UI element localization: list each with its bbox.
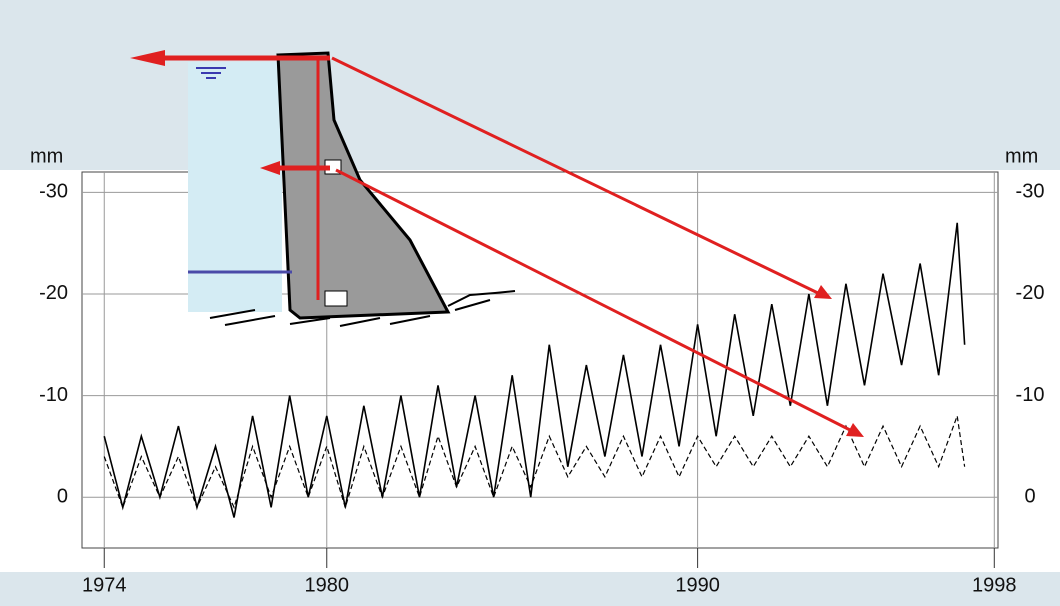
y-tick-label: -20 xyxy=(39,282,68,304)
series-line xyxy=(103,415,966,510)
ground xyxy=(447,290,516,307)
y-tick-label: 0 xyxy=(57,485,68,507)
y-tick-label-right: -20 xyxy=(1016,282,1045,304)
y-unit-left: mm xyxy=(30,145,63,167)
arrow-head xyxy=(814,285,832,299)
water-symbol xyxy=(196,67,226,79)
dam-body xyxy=(276,51,451,320)
x-tick-label: 1974 xyxy=(82,574,127,596)
y-tick-label-right: 0 xyxy=(1024,485,1035,507)
y-unit-right: mm xyxy=(1005,145,1038,167)
plot-background xyxy=(0,170,1060,572)
series-line xyxy=(103,222,966,518)
y-tick-label-right: -10 xyxy=(1016,384,1045,406)
pointer-gallery xyxy=(335,168,853,433)
arrow-head xyxy=(130,50,165,66)
gallery-lower xyxy=(324,290,348,307)
y-tick-label: -30 xyxy=(39,181,68,203)
y-tick-label-right: -30 xyxy=(1016,181,1045,203)
foundation-hatch xyxy=(209,299,491,327)
arrow-head xyxy=(846,423,864,437)
pointer-crest xyxy=(331,56,821,296)
y-tick-label: -10 xyxy=(39,384,68,406)
reservoir xyxy=(188,62,282,312)
dam-diagram xyxy=(130,50,864,437)
x-tick-label: 1998 xyxy=(972,574,1017,596)
x-tick-label: 1980 xyxy=(305,574,350,596)
x-tick-label: 1990 xyxy=(675,574,720,596)
plot-frame xyxy=(81,171,999,549)
arrow-head xyxy=(260,161,280,175)
